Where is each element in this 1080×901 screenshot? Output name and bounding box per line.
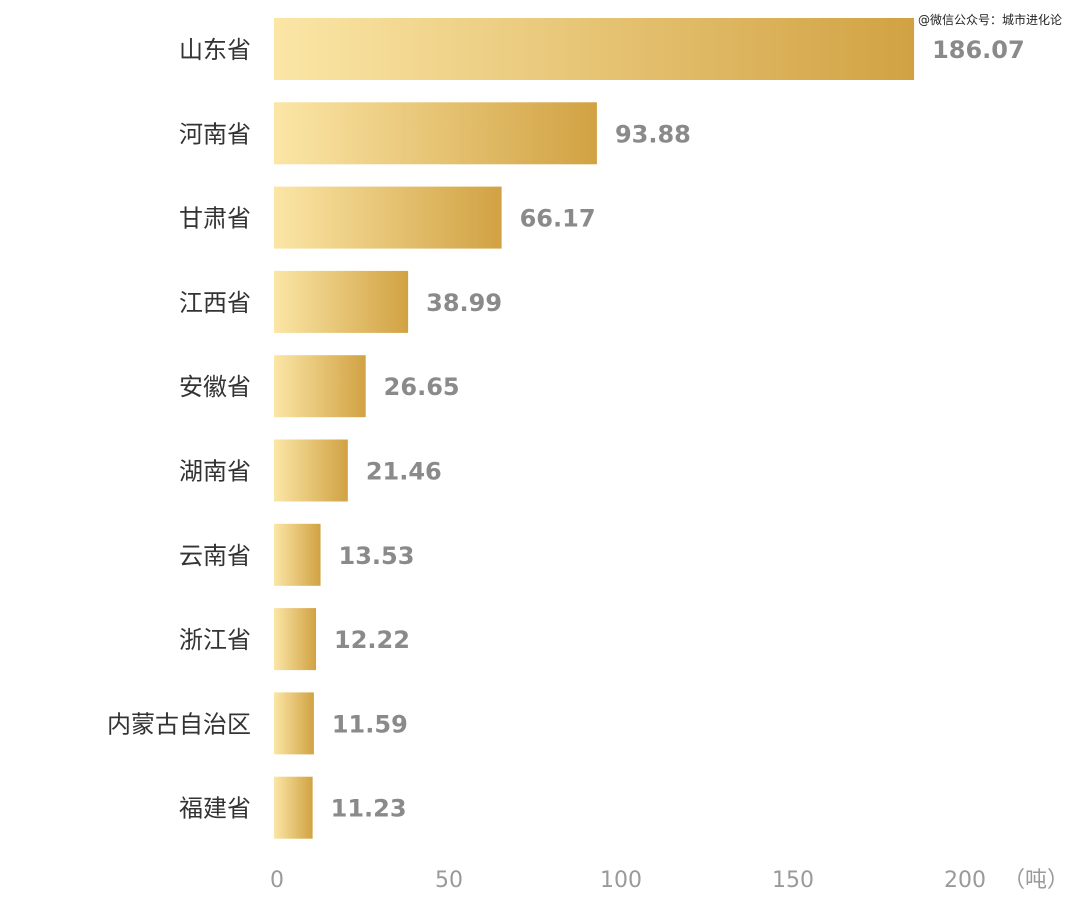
category-label: 安徽省 bbox=[179, 373, 251, 401]
bar bbox=[274, 776, 313, 839]
bar-row: 江西省 38.99 bbox=[179, 270, 502, 333]
bar-row: 云南省 13.53 bbox=[179, 523, 415, 586]
bar-row: 山东省 186.07 bbox=[179, 18, 1025, 80]
bar-row: 河南省 93.88 bbox=[179, 102, 691, 165]
category-label: 湖南省 bbox=[179, 458, 251, 486]
bar bbox=[274, 186, 502, 249]
x-axis-unit: （吨） bbox=[1003, 868, 1069, 893]
bars-layer: 山东省 186.07 河南省 93.88 甘肃省 66.17 江西省 38.99 安徽省 26.6… bbox=[107, 18, 1025, 839]
x-tick-label: 200 bbox=[944, 868, 986, 893]
bar bbox=[274, 439, 348, 502]
bar bbox=[274, 608, 317, 671]
bar-row: 内蒙古自治区 11.59 bbox=[107, 692, 408, 755]
value-label: 186.07 bbox=[932, 36, 1025, 64]
value-label: 26.65 bbox=[384, 373, 460, 401]
bar bbox=[274, 102, 597, 165]
bar-row: 安徽省 26.65 bbox=[179, 355, 460, 418]
value-label: 11.59 bbox=[332, 710, 408, 738]
category-label: 山东省 bbox=[179, 36, 251, 64]
bar-row: 浙江省 12.22 bbox=[179, 608, 410, 671]
bar-row: 湖南省 21.46 bbox=[179, 439, 442, 502]
category-label: 河南省 bbox=[179, 120, 251, 148]
value-label: 13.53 bbox=[339, 542, 415, 570]
watermark-text: @微信公众号：城市进化论 bbox=[918, 12, 1062, 27]
value-label: 11.23 bbox=[331, 795, 407, 823]
category-label: 云南省 bbox=[179, 542, 251, 570]
category-label: 甘肃省 bbox=[179, 205, 251, 233]
bar bbox=[274, 18, 915, 80]
value-label: 12.22 bbox=[334, 626, 410, 654]
category-label: 江西省 bbox=[179, 289, 251, 317]
bar bbox=[274, 523, 321, 586]
category-label: 浙江省 bbox=[179, 626, 251, 654]
x-tick-label: 100 bbox=[600, 868, 642, 893]
bar-row: 福建省 11.23 bbox=[179, 776, 407, 839]
x-tick-label: 0 bbox=[270, 868, 284, 893]
x-tick-label: 50 bbox=[435, 868, 463, 893]
category-label: 内蒙古自治区 bbox=[107, 710, 251, 738]
value-label: 66.17 bbox=[520, 205, 596, 233]
value-label: 38.99 bbox=[426, 289, 502, 317]
value-label: 93.88 bbox=[615, 120, 691, 148]
bar-row: 甘肃省 66.17 bbox=[179, 186, 596, 249]
category-label: 福建省 bbox=[179, 795, 251, 823]
bar bbox=[274, 355, 366, 418]
bar bbox=[274, 692, 314, 755]
x-axis: 0 50 100 150 200 bbox=[270, 868, 986, 893]
bar bbox=[274, 270, 409, 333]
value-label: 21.46 bbox=[366, 458, 442, 486]
x-tick-label: 150 bbox=[772, 868, 814, 893]
